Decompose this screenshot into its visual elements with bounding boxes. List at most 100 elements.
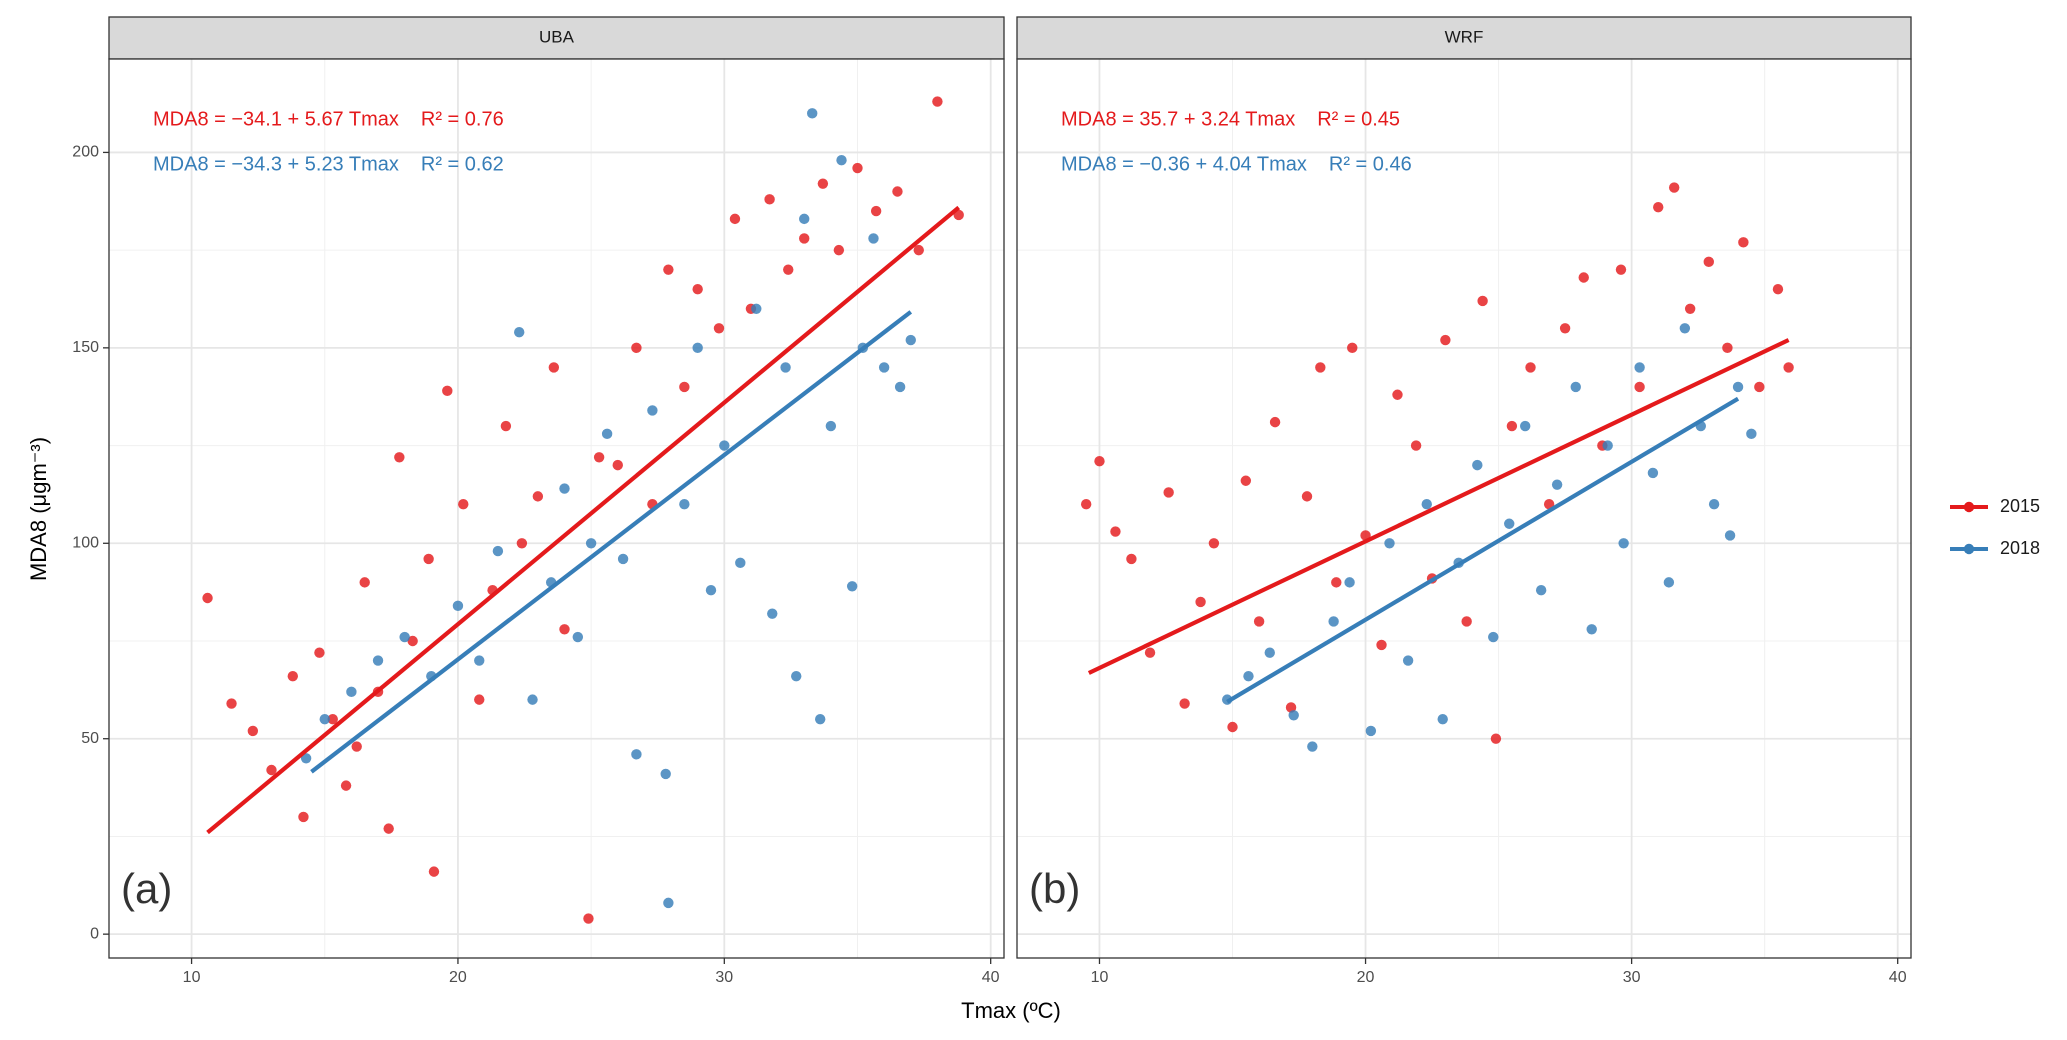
equation: MDA8 = −34.1 + 5.67 Tmax [153, 108, 399, 130]
facet-strip [108, 16, 1005, 60]
point [516, 538, 528, 549]
point [1488, 631, 1499, 643]
point [1269, 416, 1281, 428]
point [647, 405, 658, 416]
point [1477, 295, 1488, 307]
point [1347, 342, 1358, 354]
point [631, 749, 642, 760]
point [735, 557, 746, 569]
point [266, 764, 277, 776]
panel-border [1016, 58, 1912, 959]
point [729, 213, 741, 225]
point [359, 577, 370, 588]
point [593, 452, 605, 463]
y-tick-label: 200 [72, 144, 99, 161]
point [1746, 428, 1757, 440]
point [202, 592, 213, 604]
equation: MDA8 = −34.3 + 5.23 Tmax [153, 153, 399, 175]
x-tick-label: 40 [1889, 969, 1907, 986]
point [247, 725, 259, 737]
point [407, 635, 418, 647]
point [1243, 670, 1254, 682]
point [1344, 577, 1355, 588]
point [1506, 420, 1518, 432]
legend-label: 2015 [2000, 496, 2040, 516]
point [298, 811, 309, 823]
point [300, 753, 312, 764]
point [1472, 459, 1483, 471]
point [1331, 577, 1342, 588]
point [1738, 237, 1749, 248]
point [1535, 584, 1547, 596]
fit-line [310, 310, 913, 774]
point [383, 823, 394, 834]
y-tick-label: 100 [72, 535, 99, 552]
point [601, 428, 613, 440]
point [1144, 647, 1156, 658]
point [585, 538, 597, 549]
point [663, 897, 674, 909]
point [1288, 710, 1299, 721]
point [1163, 487, 1174, 498]
point [1653, 201, 1664, 213]
point [612, 459, 623, 471]
r-squared: R² = 0.62 [421, 153, 504, 175]
facet-title: WRF [1445, 27, 1484, 46]
point [474, 655, 485, 666]
point [527, 694, 538, 705]
point [442, 385, 453, 397]
point [1301, 491, 1313, 502]
panel-bg [1017, 59, 1911, 958]
point [1285, 702, 1297, 713]
point [559, 483, 570, 494]
legend-label: 2018 [2000, 538, 2040, 558]
point [1461, 616, 1472, 627]
point [1559, 323, 1571, 334]
point [783, 264, 794, 275]
point [1578, 272, 1589, 283]
equation: MDA8 = 35.7 + 3.24 Tmax [1061, 108, 1295, 130]
point [1754, 381, 1765, 393]
point [548, 362, 560, 373]
point [1490, 733, 1502, 744]
point [764, 194, 775, 205]
fit-line [1087, 338, 1790, 675]
point [767, 608, 778, 619]
x-tick-label: 30 [715, 969, 733, 986]
plot-area [202, 96, 964, 924]
panel-border [108, 58, 1005, 959]
point [1195, 596, 1206, 608]
point [458, 499, 469, 510]
point [1525, 362, 1536, 373]
point [1110, 526, 1121, 537]
point [1634, 381, 1645, 393]
point [913, 244, 924, 256]
point [932, 96, 943, 107]
point [319, 713, 330, 725]
point [1663, 577, 1675, 588]
point [1080, 499, 1092, 510]
point [815, 713, 826, 725]
point [1586, 624, 1597, 635]
point [713, 323, 725, 334]
point [878, 362, 890, 373]
point [1703, 256, 1714, 268]
point [751, 303, 762, 314]
point [817, 178, 829, 189]
point [1392, 389, 1403, 400]
y-tick-label: 150 [72, 339, 99, 356]
point [572, 631, 584, 643]
point [346, 686, 357, 698]
point [1328, 616, 1339, 627]
point [836, 155, 847, 166]
point [1615, 264, 1627, 275]
point [807, 108, 818, 119]
point [1402, 655, 1414, 666]
point [1551, 479, 1563, 490]
point [894, 381, 906, 393]
point [1384, 538, 1395, 549]
point [868, 233, 879, 244]
facet-strip [1016, 16, 1912, 60]
x-tick-label: 30 [1623, 969, 1641, 986]
point [1519, 420, 1531, 432]
